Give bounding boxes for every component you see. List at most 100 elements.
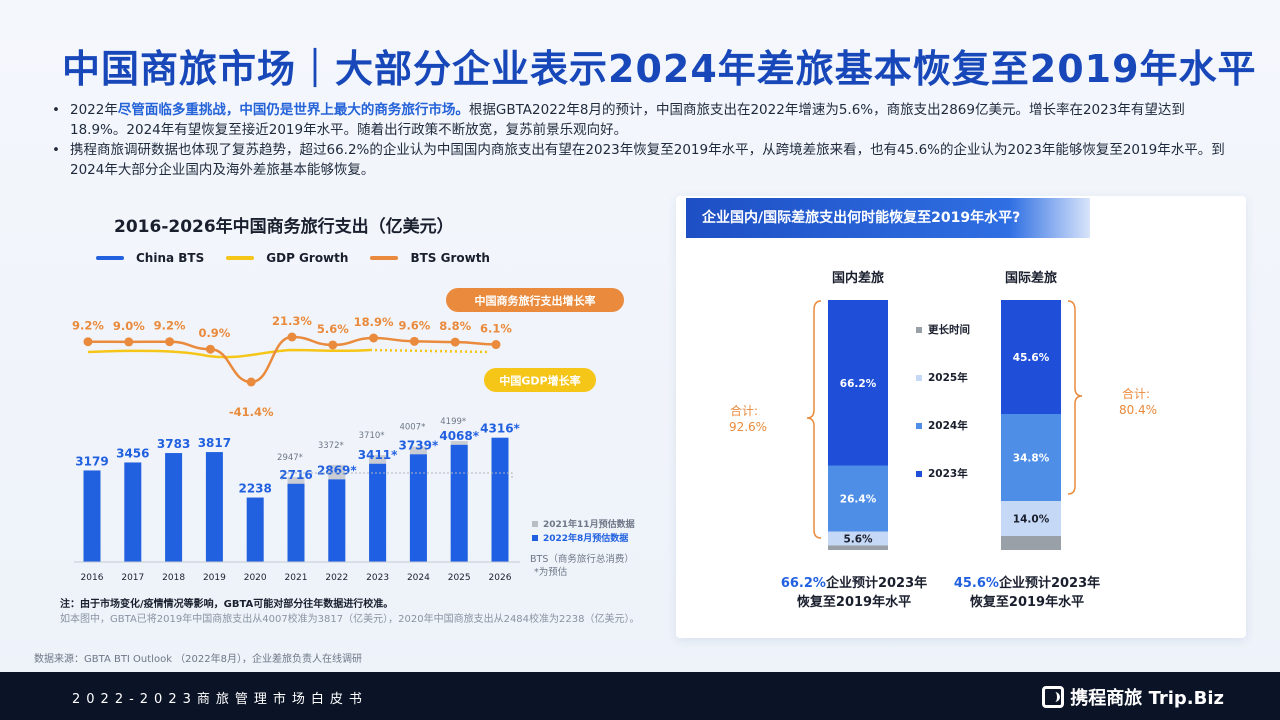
bts-bar-label: 4316* [480,422,520,436]
stack-segment-label: 66.2% [840,378,877,390]
stack-segment [828,465,888,532]
x-tick-label: 2026 [489,573,512,583]
stack-caption-line2: 恢复至2019年水平 [797,594,911,610]
gdp-growth-tag-bg [484,368,596,392]
bts-bar-label: 3783 [157,437,190,451]
bullet-item: 携程商旅调研数据也体现了复苏趋势，超过66.2%的企业认为中国国内商旅支出有望在… [50,140,1230,180]
stack-segment [828,300,888,466]
bts-bar-label: 2716 [279,468,312,482]
bts-growth-point [124,337,134,347]
bts-bar [246,497,264,562]
bts-growth-label: 9.0% [113,319,145,333]
stack-segment-label: 34.8% [1013,453,1050,465]
bts-growth-label: 9.2% [154,319,186,333]
total-value: 80.4% [1119,403,1157,417]
bts-bar-label: 4068* [439,429,479,443]
bts-growth-label: 9.6% [398,318,430,332]
bts-growth-label: 9.2% [72,319,104,333]
stack-caption: 66.2%企业预计2023年 [781,575,927,591]
bts-bar-label: 3739* [399,438,439,452]
bts-growth-point [328,340,338,350]
total-label: 合计: [730,403,758,418]
old-estimate-label: 2947* [277,453,303,463]
bts-growth-point [450,337,460,347]
stack-category-label: 国际差旅 [1005,270,1057,286]
intro-bullets: 2022年尽管面临多重挑战，中国仍是世界上最大的商务旅行市场。根据GBTA202… [50,100,1230,180]
bts-bar-label: 3456 [116,446,149,460]
bullet-item: 2022年尽管面临多重挑战，中国仍是世界上最大的商务旅行市场。根据GBTA202… [50,100,1230,140]
legend-swatch [370,256,399,260]
stack-segment [828,531,888,546]
gdp-growth-tag: 中国GDP增长率 [499,374,580,388]
x-tick-label: 2022 [325,573,348,583]
stack-legend-label: 更长时间 [928,323,970,336]
footer-title: 2022-2023商旅管理市场白皮书 [72,692,368,707]
caption-pct: 66.2% [781,576,826,591]
bts-chart: 2947* 3372* 3710* 4007* 4199* 3179 2016 3456 201… [72,288,635,583]
stack-legend-swatch [916,471,922,477]
stack-segment [1001,536,1061,550]
bts-growth-label: 0.9% [198,326,230,340]
bts-bar-label: 3179 [75,454,108,468]
stack-legend-swatch [916,375,922,381]
gdp-growth-forecast [369,348,491,354]
forecast-bracket [281,472,513,480]
total-bracket [806,300,822,539]
x-tick-label: 2020 [244,573,267,583]
bts-growth-label: -41.4% [229,405,274,419]
bts-growth-point [491,340,501,350]
bts-growth-point [205,344,215,354]
bullet-text: 根据GBTA2022年8月的预计，中国商旅支出在2022年增速为5.6%，商旅支… [70,102,1185,138]
stack-legend-swatch [916,423,922,429]
x-tick-label: 2023 [366,573,389,583]
stack-legend-label: 2023年 [928,467,968,480]
stack-segment [1001,414,1061,501]
stack-caption: 45.6%企业预计2023年 [954,575,1100,591]
x-tick-label: 2016 [81,573,104,583]
old-estimate-label: 4007* [399,423,425,433]
bar-legend-label: 2022年8月预估数据 [543,532,628,544]
logo-text: 携程商旅 Trip.Biz [1070,688,1224,709]
stack-segment-label: 5.6% [843,534,873,546]
bts-growth-point [246,377,256,387]
bar-legend-swatch [532,521,538,527]
bts-bar-label: 2869* [317,463,357,477]
total-label: 合计: [1122,386,1150,401]
page-title: 中国商旅市场｜大部分企业表示2024年差旅基本恢复至2019年水平 [62,47,1257,91]
chart-notes: 注：由于市场变化/疫情情况等影响，GBTA可能对部分往年数据进行校准。 如本图中… [60,597,639,627]
stack-legend-label: 2025年 [928,371,968,384]
brand-logo: 携程商旅 Trip.Biz [1042,684,1224,710]
bts-bar [328,479,346,562]
bts-bar [369,463,387,562]
bts-growth-point [83,337,93,347]
bts-growth-label: 5.6% [317,322,349,336]
legend-item: China BTS [96,251,204,265]
x-tick-label: 2024 [407,573,430,583]
forecast-note: *为预估 [534,566,568,578]
legend-label: China BTS [136,251,205,265]
bts-growth-point [369,333,379,343]
bts-bar [83,470,101,562]
bts-growth-point [287,332,297,342]
total-value: 92.6% [729,420,767,434]
bullet-highlight: 尽管面临多重挑战，中国仍是世界上最大的商务旅行市场。 [117,102,469,118]
legend-swatch [96,256,124,260]
legend-label: GDP Growth [266,251,349,265]
footer-bar: 2022-2023商旅管理市场白皮书 携程商旅 Trip.Biz [0,672,1280,720]
bts-bar [409,454,427,562]
bts-bar [287,483,305,562]
bts-bar [491,437,509,562]
stack-caption-line2: 恢复至2019年水平 [970,594,1084,610]
note-line: 如本图中，GBTA已将2019年中国商旅支出从4007校准为3817（亿美元），… [60,614,640,625]
bts-bar [165,453,183,562]
bts-bar [124,462,142,562]
recovery-chart: 国内差旅66.2%26.4%5.6%66.2%企业预计2023年恢复至2019年… [729,270,1157,610]
axis-note: BTS（商务旅行总消费） [530,553,634,565]
total-bracket [1067,300,1083,495]
stack-segment [828,545,888,550]
bts-growth-label: 8.8% [439,319,471,333]
bts-growth-tag: 中国商务旅行支出增长率 [475,294,596,308]
bts-bar-label: 3817 [198,436,231,450]
legend-swatch [226,256,255,260]
old-estimate-label: 3372* [318,441,344,451]
